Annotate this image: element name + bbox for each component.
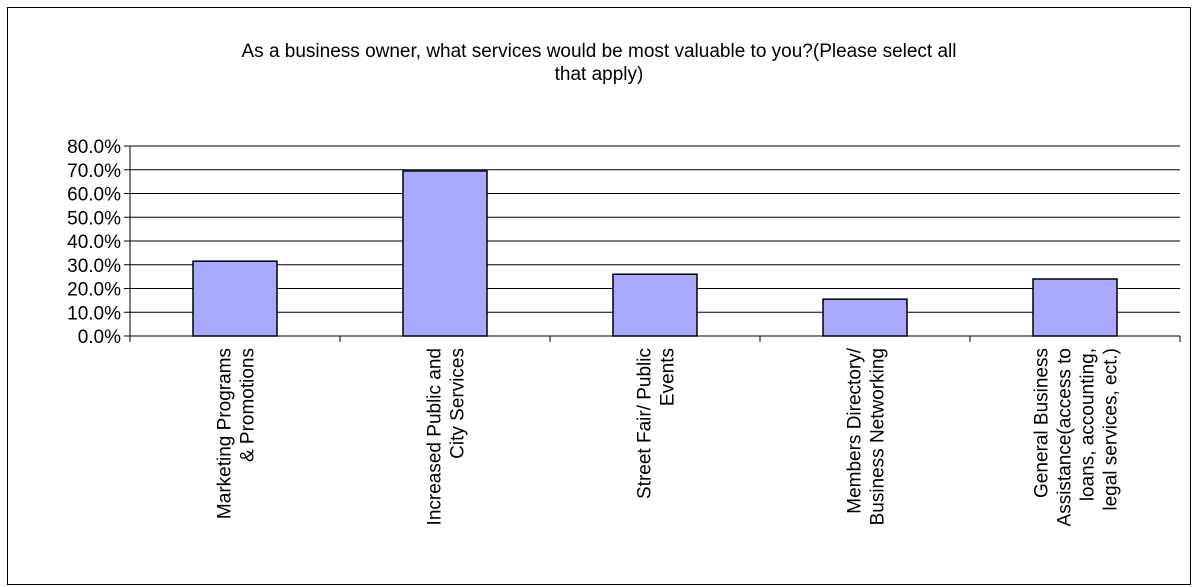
y-tick-label: 30.0% bbox=[67, 256, 121, 277]
bar bbox=[1032, 278, 1118, 337]
chart-title-line-2: that apply) bbox=[554, 64, 644, 85]
category-label: Increased Public and City Services bbox=[425, 348, 469, 525]
category-label: Street Fair/ Public Events bbox=[635, 348, 679, 499]
category-label-line: & Promotions bbox=[238, 348, 259, 462]
category-label-line: loans, accounting, bbox=[1078, 348, 1099, 501]
category-label-line: City Services bbox=[448, 348, 469, 459]
bar bbox=[192, 260, 278, 337]
category-label: General Business Assistance(access to loan… bbox=[1032, 348, 1122, 526]
category-label-line: Marketing Programs bbox=[215, 348, 236, 519]
category-label-line: General Business bbox=[1032, 348, 1053, 498]
bar bbox=[612, 273, 698, 337]
category-label-line: legal services, ect.) bbox=[1101, 348, 1122, 511]
category-label: Marketing Programs & Promotions bbox=[215, 348, 259, 519]
bar bbox=[822, 298, 908, 337]
y-tick-label: 70.0% bbox=[67, 161, 121, 182]
category-label-line: Members Directory/ bbox=[845, 347, 866, 513]
category-labels: Marketing Programs & Promotions Increased … bbox=[215, 347, 1122, 526]
y-tick-label: 80.0% bbox=[67, 137, 121, 158]
category-label-line: Increased Public and bbox=[425, 348, 446, 525]
bar bbox=[402, 170, 488, 337]
category-label: Members Directory/Business Networking bbox=[845, 347, 889, 525]
y-tick-label: 20.0% bbox=[67, 280, 121, 301]
category-label-line: Business Networking bbox=[868, 348, 889, 525]
bars bbox=[192, 170, 1118, 337]
chart-title-line-1: As a business owner, what services would… bbox=[241, 41, 957, 62]
gridlines bbox=[130, 145, 1180, 313]
y-tick-label: 0.0% bbox=[78, 327, 121, 348]
category-label-line: Assistance(access to bbox=[1055, 348, 1076, 526]
chart-title: As a business owner, what services would… bbox=[0, 40, 1198, 86]
y-tick-label: 10.0% bbox=[67, 303, 121, 324]
axes bbox=[124, 145, 1181, 342]
y-tick-label: 60.0% bbox=[67, 185, 121, 206]
category-label-line: Street Fair/ Public bbox=[635, 348, 656, 499]
y-tick-label: 50.0% bbox=[67, 208, 121, 229]
category-label-line: Events bbox=[658, 348, 679, 406]
y-tick-label: 40.0% bbox=[67, 232, 121, 253]
y-tick-labels: 0.0% 10.0%20.0% 30.0% 40.0% 50.0%60.0% 70.0% 8… bbox=[67, 137, 121, 348]
